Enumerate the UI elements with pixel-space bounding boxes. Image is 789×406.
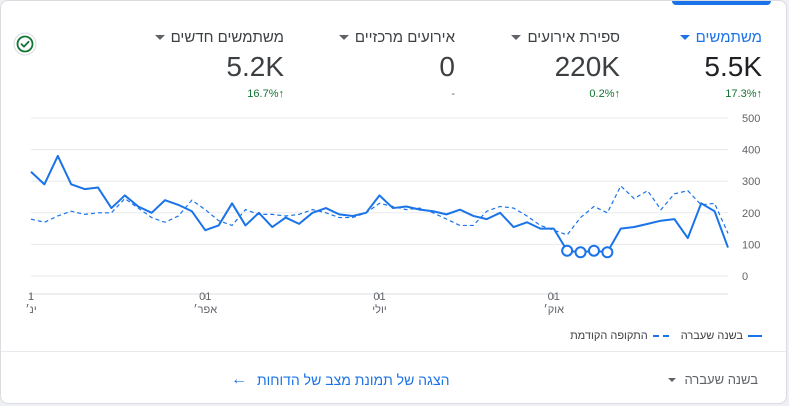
arrow-up-icon: ↑ bbox=[756, 88, 763, 100]
legend-current: בשנה שעברה bbox=[681, 330, 762, 342]
legend-previous: התקופה הקודמת bbox=[570, 330, 669, 342]
arrow-up-icon: ↑ bbox=[278, 88, 285, 100]
metric-users-label[interactable]: משתמשים bbox=[679, 29, 762, 46]
check-circle-icon[interactable] bbox=[13, 32, 37, 56]
metric-key-events-change: - bbox=[451, 88, 455, 100]
y-tick-label: 300 bbox=[742, 176, 760, 188]
y-tick-label: 500 bbox=[742, 113, 760, 125]
data-point-marker bbox=[561, 244, 574, 257]
metric-event-count-label[interactable]: ספירת אירועים bbox=[511, 29, 620, 46]
y-tick-label: 100 bbox=[742, 239, 760, 251]
data-point-marker bbox=[601, 246, 614, 259]
series-previous-period bbox=[30, 184, 729, 236]
caret-down-icon bbox=[679, 35, 690, 40]
caret-down-icon bbox=[154, 35, 165, 40]
x-tick-day: 01 bbox=[548, 291, 560, 303]
x-tick-month: אפר׳ bbox=[193, 303, 217, 316]
chart-legend: בשנה שעברה התקופה הקודמת bbox=[570, 330, 762, 342]
metric-key-events[interactable]: אירועים מרכזיים 0 - bbox=[305, 1, 455, 109]
x-tick-month: ינ׳ bbox=[25, 303, 36, 316]
metric-new-users[interactable]: משתמשים חדשים 5.2K 16.7%↑ bbox=[134, 1, 284, 109]
caret-down-icon bbox=[511, 35, 522, 40]
caret-down-icon bbox=[668, 377, 677, 382]
arrow-left-icon: ← bbox=[231, 371, 247, 388]
caret-down-icon bbox=[338, 35, 349, 40]
metric-new-users-label[interactable]: משתמשים חדשים bbox=[154, 29, 284, 46]
data-point-marker bbox=[574, 246, 587, 259]
footer-divider bbox=[1, 351, 786, 352]
y-tick-label: 0 bbox=[742, 271, 748, 283]
metric-new-users-change: 16.7%↑ bbox=[247, 88, 284, 100]
metric-new-users-value: 5.2K bbox=[226, 51, 284, 82]
metric-key-events-value: 0 bbox=[439, 51, 455, 82]
metric-users-value: 5.5K bbox=[704, 51, 762, 82]
selected-metric-indicator bbox=[672, 1, 771, 5]
x-tick-day: 1 bbox=[28, 291, 34, 303]
metric-users-change: 17.3%↑ bbox=[725, 88, 762, 100]
x-tick-month: אוק׳ bbox=[544, 303, 565, 316]
y-tick-label: 400 bbox=[742, 145, 760, 157]
arrow-up-icon: ↑ bbox=[614, 88, 621, 100]
metric-users[interactable]: משתמשים 5.5K 17.3%↑ bbox=[612, 1, 762, 109]
metric-event-count-value: 220K bbox=[554, 51, 620, 82]
date-range-select[interactable]: בשנה שעברה bbox=[668, 372, 758, 387]
metric-event-count-change: 0.2%↑ bbox=[589, 88, 620, 100]
legend-dashed-line bbox=[652, 335, 669, 337]
metric-key-events-label[interactable]: אירועים מרכזיים bbox=[338, 29, 455, 46]
legend-solid-line bbox=[748, 335, 762, 337]
x-tick-month: יולי bbox=[372, 303, 386, 316]
metric-event-count[interactable]: ספירת אירועים 220K 0.2%↑ bbox=[470, 1, 620, 109]
x-tick-day: 01 bbox=[199, 291, 211, 303]
data-point-marker bbox=[587, 244, 600, 257]
x-tick-day: 01 bbox=[373, 291, 385, 303]
series-last-year bbox=[30, 154, 729, 254]
view-reports-snapshot-link[interactable]: ← הצגה של תמונת מצב של הדוחות bbox=[231, 371, 450, 388]
y-tick-label: 200 bbox=[742, 208, 760, 220]
